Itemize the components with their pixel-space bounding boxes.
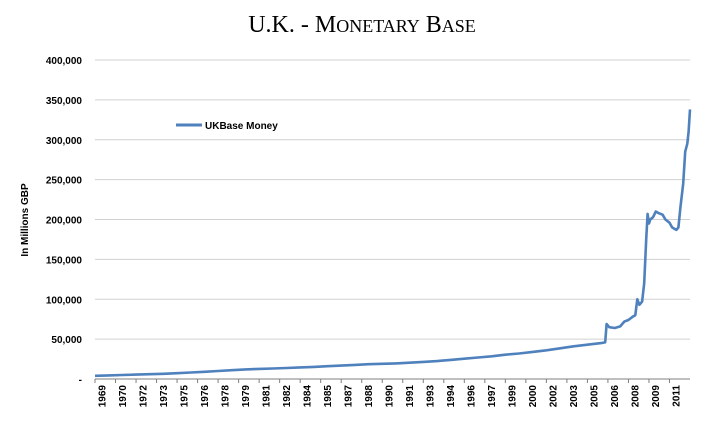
x-tick-label: 1985 [323,385,334,408]
y-tick-label: - [79,375,82,386]
x-tick-label: 1979 [241,385,252,408]
x-tick-label: 2000 [528,385,539,408]
y-tick-label: 200,000 [46,216,83,227]
x-tick-label: 2006 [610,385,621,408]
x-tick-label: 1999 [508,385,519,408]
y-tick-label: 50,000 [51,335,82,346]
gridlines [95,59,690,340]
y-tick-label: 300,000 [46,136,83,147]
x-tick-label: 1997 [487,385,498,408]
x-tick-label: 1994 [446,385,457,408]
x-tick-label: 1970 [118,385,129,408]
x-tick-label: 2002 [549,385,560,408]
x-tick-label: 1978 [220,385,231,408]
y-tick-label: 400,000 [46,56,83,67]
y-tick-label: 100,000 [46,295,83,306]
legend-label: UKBase Money [205,121,278,132]
series-line [94,109,692,378]
x-tick-label: 1990 [385,385,396,408]
x-tick-label: 1981 [261,385,272,408]
y-axis-label: In Millions GBP [20,183,31,257]
x-tick-label: 1991 [405,385,416,408]
y-axis-ticks: - 50,000 100,000 150,000 200,000 250,000 300,0… [46,56,83,386]
x-tick-label: 1973 [159,385,170,408]
x-tick-label: 2009 [651,385,662,408]
chart-title: U.K. - MONETARY BASE [248,12,476,38]
x-tick-label: 2003 [569,385,580,408]
x-tick-label: 2008 [631,385,642,408]
y-tick-label: 250,000 [46,176,83,187]
title-part: U.K. - [248,12,315,38]
x-tick-label: 1987 [343,385,354,408]
y-tick-label: 350,000 [46,96,83,107]
x-tick-label: 1984 [302,385,313,408]
x-tick-label: 1972 [138,385,149,408]
title-part: ASE [442,16,476,36]
x-tick-label: 1996 [467,385,478,408]
x-tick-label: 1993 [426,385,437,408]
title-part: ONETARY [336,16,420,36]
title-part: B [426,12,442,38]
x-tick-label: 1969 [97,385,108,408]
legend: UKBase Money [176,121,278,132]
x-tick-label: 1988 [364,385,375,408]
x-axis-ticks: 1969 1970 1972 1973 1975 1976 1978 1979 1981 1982… [94,379,683,408]
series-group [94,109,692,378]
title-part: M [315,12,336,38]
x-tick-label: 2011 [672,385,683,407]
x-tick-label: 1976 [200,385,211,408]
y-tick-label: 150,000 [46,255,83,266]
x-tick-label: 1975 [179,385,190,408]
x-tick-label: 2005 [590,385,601,408]
x-tick-label: 1982 [282,385,293,408]
